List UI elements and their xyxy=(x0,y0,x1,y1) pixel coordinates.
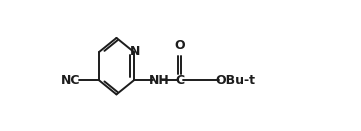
Text: C: C xyxy=(175,74,184,87)
Text: O: O xyxy=(174,39,185,52)
Text: NC: NC xyxy=(61,74,81,87)
Text: N: N xyxy=(130,45,140,58)
Text: OBu-t: OBu-t xyxy=(216,74,256,87)
Text: NH: NH xyxy=(148,74,169,87)
